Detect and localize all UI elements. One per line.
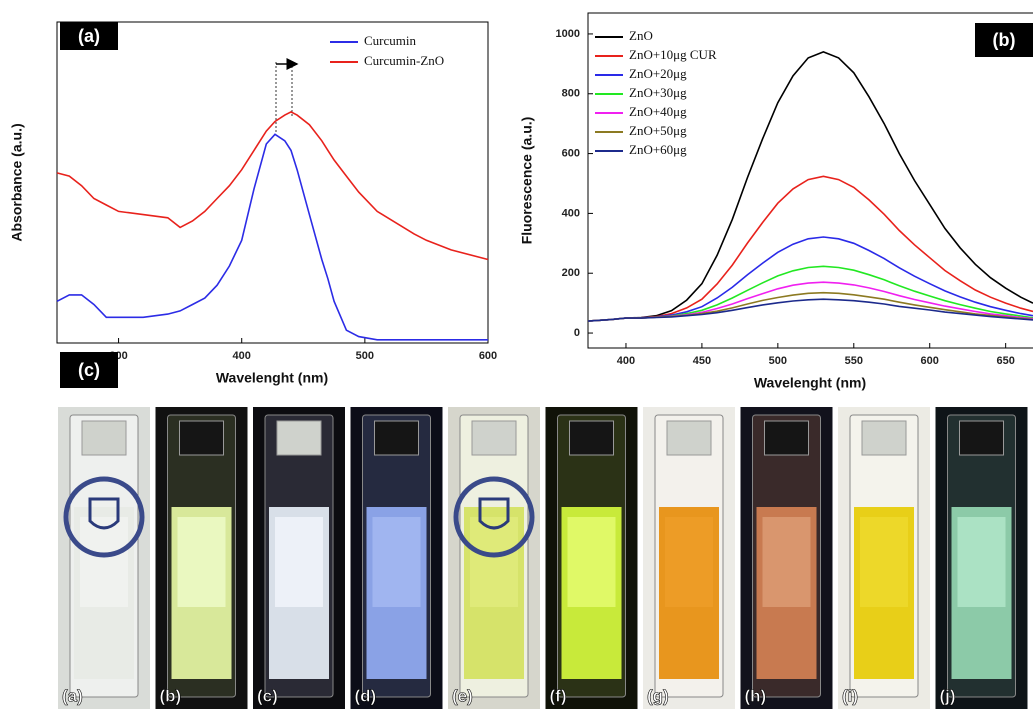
series-line	[56, 133, 488, 341]
cuvette-top	[81, 420, 127, 456]
legend-label: ZnO+30μg	[629, 85, 687, 100]
x-tick-label: 650	[996, 355, 1014, 367]
glow	[567, 517, 616, 607]
photo-label: (e)	[452, 686, 473, 705]
y-tick-label: 0	[574, 327, 580, 339]
series-line	[588, 298, 1033, 322]
glow	[957, 517, 1006, 607]
glow	[275, 517, 323, 607]
y-tick-label: 200	[562, 267, 580, 279]
cuvette-top	[374, 420, 419, 456]
glow	[80, 517, 128, 607]
legend-label: ZnO+50μg	[629, 123, 687, 138]
legend-label: ZnO	[629, 28, 653, 43]
cuvette-top	[959, 420, 1004, 456]
x-tick-label: 450	[693, 355, 711, 367]
y-tick-label: 1000	[556, 28, 580, 40]
glow	[665, 517, 713, 607]
panel-label-box	[60, 22, 118, 50]
photo-label: (f)	[550, 686, 567, 705]
legend-label: ZnO+20μg	[629, 66, 687, 81]
x-tick-label: 500	[356, 350, 374, 362]
legend-label: Curcumin	[364, 33, 416, 48]
x-axis-label: Wavelenght (nm)	[754, 375, 866, 391]
cuvette-top	[666, 420, 712, 456]
plot-frame	[56, 21, 489, 344]
panel-label: (a)	[78, 26, 100, 46]
cuvette-top	[276, 420, 322, 456]
photo-label: (a)	[62, 686, 83, 705]
photo-label: (h)	[745, 686, 767, 705]
plot-frame	[587, 12, 1033, 349]
y-tick-label: 400	[562, 207, 580, 219]
x-tick-label: 400	[233, 350, 251, 362]
panel-label: (c)	[78, 360, 100, 380]
photo-strip: (a) (b) (c) (d) (e) (f) (g) (h) (i) (j)	[58, 407, 1028, 709]
logo-shield	[88, 497, 120, 530]
cuvette-top	[179, 420, 224, 456]
glow	[470, 517, 518, 607]
cuvette-top	[861, 420, 907, 456]
y-axis-label: Absorbance (a.u.)	[9, 123, 25, 241]
cuvette-top	[471, 420, 517, 456]
photo-label: (j)	[940, 686, 956, 705]
legend-label: ZnO+10μg CUR	[629, 47, 717, 62]
photo-label: (c)	[257, 686, 278, 705]
x-tick-label: 500	[769, 355, 787, 367]
logo-shield	[478, 497, 510, 530]
photo-label: (d)	[355, 686, 377, 705]
series-line	[56, 110, 489, 261]
glow	[177, 517, 226, 607]
y-tick-label: 800	[562, 88, 580, 100]
panel-label-box	[60, 352, 118, 388]
x-tick-label: 600	[479, 350, 497, 362]
glow	[762, 517, 811, 607]
legend-label: ZnO+40μg	[629, 104, 687, 119]
x-tick-label: 400	[617, 355, 635, 367]
panel-label-box	[975, 23, 1033, 57]
series-line	[588, 175, 1033, 322]
glow	[372, 517, 421, 607]
glow	[860, 517, 908, 607]
y-axis-label: Fluorescence (a.u.)	[519, 117, 535, 245]
legend-label: Curcumin-ZnO	[364, 53, 444, 68]
photo-label: (g)	[647, 686, 669, 705]
cuvette-top	[764, 420, 809, 456]
cuvette-top	[569, 420, 614, 456]
x-tick-label: 600	[921, 355, 939, 367]
logo-ring	[63, 476, 145, 558]
logo-ring	[453, 476, 535, 558]
x-axis-label: Wavelenght (nm)	[216, 370, 328, 386]
series-line	[588, 236, 1033, 322]
panel-label: (b)	[993, 30, 1016, 50]
legend-label: ZnO+60μg	[629, 142, 687, 157]
y-tick-label: 600	[562, 147, 580, 159]
photo-label: (i)	[842, 686, 858, 705]
x-tick-label: 550	[845, 355, 863, 367]
photo-label: (b)	[160, 686, 182, 705]
series-line	[588, 51, 1033, 322]
